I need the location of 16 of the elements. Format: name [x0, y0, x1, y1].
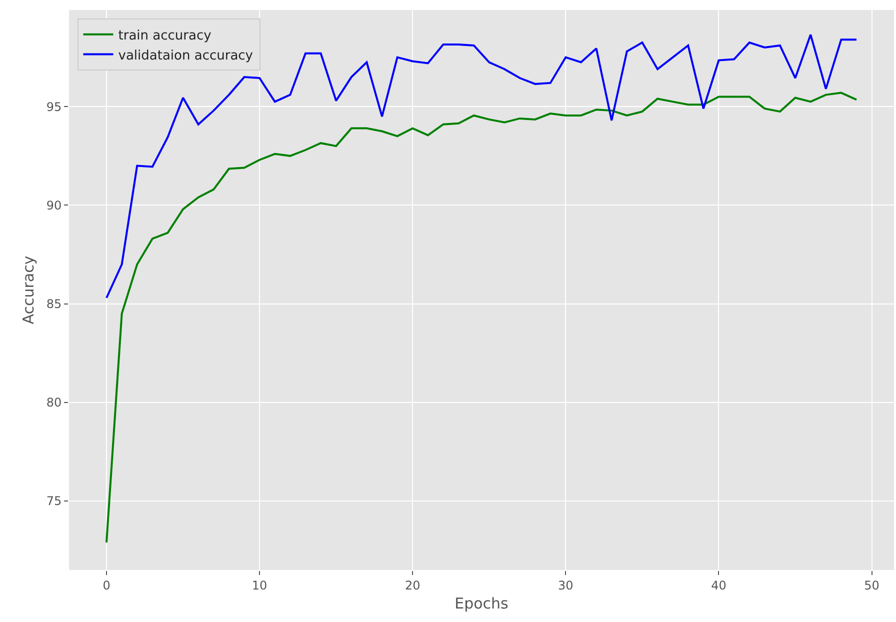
y-tick-label: 75 [46, 494, 62, 508]
x-tick-label: 40 [711, 578, 726, 592]
x-axis-title: Epochs [454, 594, 509, 612]
y-axis-title: Accuracy [20, 256, 38, 324]
legend-label: validataion accuracy [118, 48, 254, 64]
x-tick-label: 0 [102, 578, 110, 592]
y-tick-label: 80 [46, 396, 62, 410]
x-tick-label: 10 [252, 578, 268, 592]
x-tick-label: 50 [864, 578, 880, 592]
y-tick-label: 95 [46, 100, 62, 114]
line-series [106, 92, 858, 544]
y-tick-label: 85 [46, 297, 62, 311]
x-tick-label: 20 [404, 578, 420, 592]
x-tick-label: 30 [558, 578, 574, 592]
y-tick-label: 90 [46, 198, 62, 212]
legend-label: train accuracy [118, 28, 212, 44]
